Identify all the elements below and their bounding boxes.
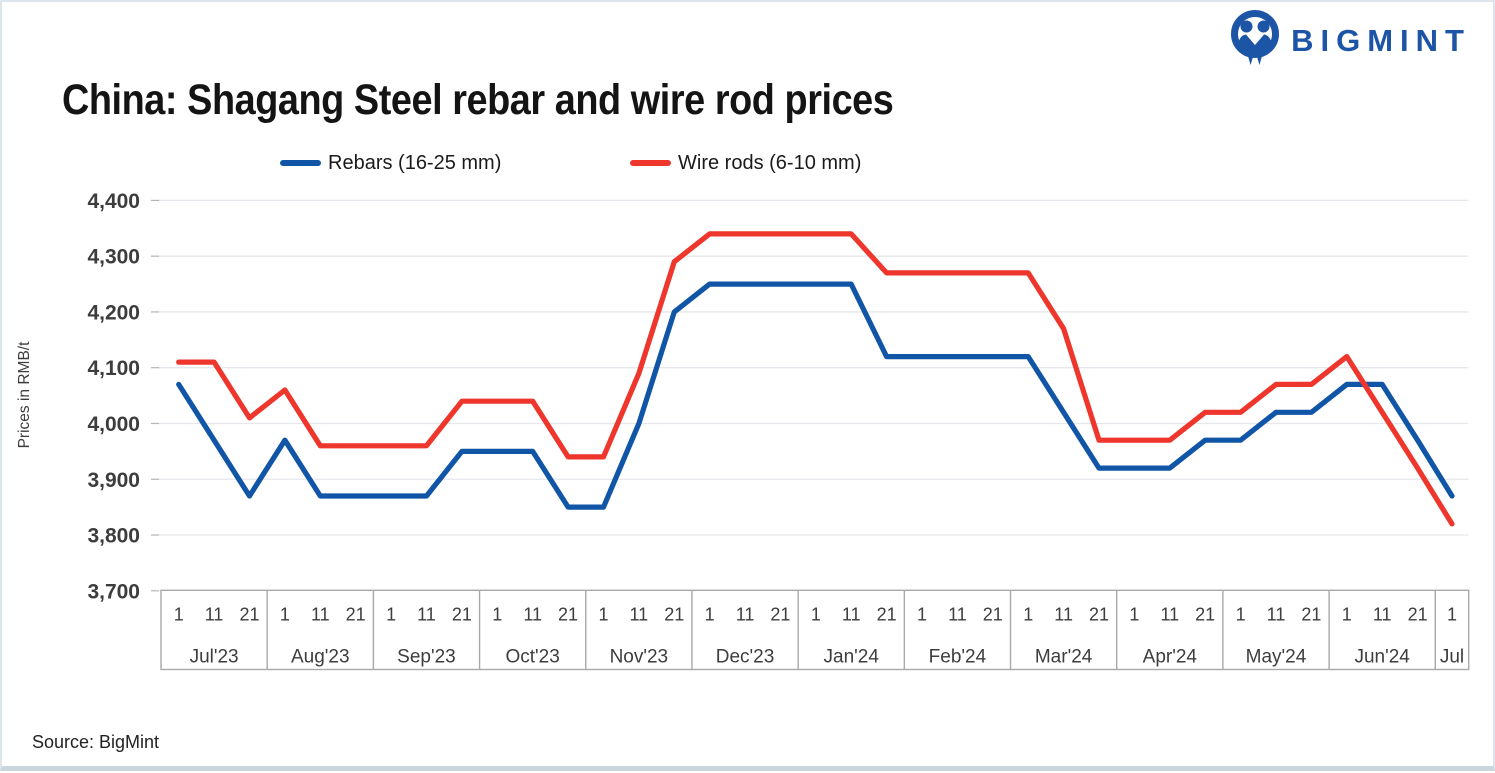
bigmint-logo-text: BIGMINT (1291, 22, 1471, 58)
bigmint-logo-icon (1229, 10, 1281, 71)
bigmint-logo: BIGMINT (1229, 10, 1471, 71)
x-axis-day-label: 1 (174, 605, 184, 625)
legend-swatch-wire-rods (630, 160, 671, 166)
x-axis-day-label: 1 (917, 605, 927, 625)
y-axis-tick-label: 4,400 (87, 190, 140, 213)
x-axis-day-label: 21 (877, 605, 897, 625)
x-axis-day-label: 11 (736, 605, 755, 625)
x-axis-day-label: 11 (1054, 605, 1073, 625)
y-axis-tick-label: 4,300 (87, 246, 140, 269)
x-axis-day-label: 11 (417, 605, 436, 625)
x-axis-month-label: Apr'24 (1143, 647, 1198, 668)
y-axis-tick-label: 3,800 (87, 525, 140, 548)
x-axis-day-label: 21 (346, 605, 366, 625)
legend-item-wire-rods: Wire rods (6-10 mm) (630, 150, 861, 176)
legend-swatch-rebars (280, 160, 321, 166)
x-axis-box (160, 589, 1470, 671)
x-axis-day-label: 1 (1023, 605, 1033, 625)
x-axis-day-label: 11 (205, 605, 224, 625)
x-axis-day-label: 21 (1408, 605, 1428, 625)
x-axis-day-label: 11 (630, 605, 649, 625)
x-axis-day-label: 1 (811, 605, 821, 625)
x-axis-day-label: 11 (1267, 605, 1286, 625)
x-axis-day-label: 1 (1447, 605, 1457, 625)
x-axis-day-label: 1 (1129, 605, 1139, 625)
y-axis-tick-label: 3,700 (87, 580, 140, 603)
x-axis-day-label: 21 (770, 605, 790, 625)
x-axis-month-label: Dec'23 (716, 647, 775, 668)
legend-label-rebars: Rebars (16-25 mm) (328, 151, 502, 174)
legend-item-rebars: Rebars (16-25 mm) (280, 150, 501, 176)
x-axis-day-label: 1 (386, 605, 396, 625)
series-line-wire-rods-6-10-mm (176, 231, 1455, 527)
x-axis-month-label: Jul (1440, 647, 1464, 668)
x-axis-month-label: Jul'23 (190, 647, 239, 668)
series-line-rebars-16-25-mm (176, 281, 1455, 510)
x-axis-day-label: 11 (523, 605, 542, 625)
source-note: Source: BigMint (32, 732, 160, 752)
x-axis-month-label: Nov'23 (610, 647, 669, 668)
y-axis-tick-label: 3,900 (87, 469, 140, 492)
x-axis-month-label: Aug'23 (291, 647, 350, 668)
x-axis-day-label: 21 (1301, 605, 1321, 625)
x-axis-month-label: Jan'24 (824, 647, 880, 668)
x-axis-month-label: Sep'23 (397, 647, 456, 668)
x-axis-day-label: 21 (239, 605, 259, 625)
x-axis-day-label: 21 (1089, 605, 1109, 625)
x-axis-day-label: 21 (452, 605, 472, 625)
x-axis-day-label: 1 (598, 605, 608, 625)
x-axis-day-label: 21 (558, 605, 578, 625)
legend-label-wire-rods: Wire rods (6-10 mm) (678, 151, 862, 174)
x-axis-day-label: 11 (842, 605, 861, 625)
x-axis-day-label: 21 (983, 605, 1003, 625)
y-axis-title: Prices in RMB/t (16, 341, 33, 448)
x-axis-month-label: May'24 (1246, 647, 1307, 668)
x-axis-month-label: Mar'24 (1035, 647, 1093, 668)
x-axis-day-label: 11 (1373, 605, 1392, 625)
x-axis-day-label: 1 (280, 605, 290, 625)
y-axis-tick-label: 4,000 (87, 413, 140, 436)
x-axis-day-label: 1 (1342, 605, 1352, 625)
y-axis-tick-label: 4,100 (87, 357, 140, 380)
x-axis-day-label: 1 (1236, 605, 1246, 625)
page-title: China: Shagang Steel rebar and wire rod … (62, 76, 894, 124)
x-axis-day-label: 21 (664, 605, 684, 625)
y-axis-tick-label: 4,200 (87, 301, 140, 324)
x-axis-day-label: 11 (1160, 605, 1179, 625)
legend: Rebars (16-25 mm) Wire rods (6-10 mm) (2, 150, 1493, 176)
x-axis-month-label: Jun'24 (1354, 647, 1410, 668)
x-axis-day-label: 1 (492, 605, 502, 625)
x-axis-day-label: 11 (311, 605, 330, 625)
x-axis-month-label: Oct'23 (506, 647, 560, 668)
x-axis-day-label: 21 (1195, 605, 1215, 625)
x-axis-day-label: 1 (705, 605, 715, 625)
x-axis-month-label: Feb'24 (929, 647, 987, 668)
x-axis-day-label: 11 (948, 605, 967, 625)
